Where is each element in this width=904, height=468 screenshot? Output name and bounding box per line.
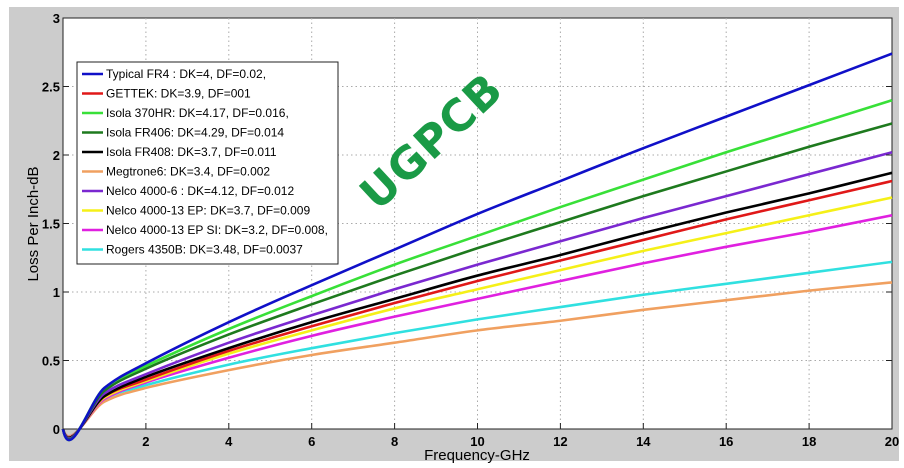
x-tick-label: 6 [308,434,315,449]
legend-entry: Isola 370HR: DK=4.17, DF=0.016, [106,106,289,120]
y-tick-label: 3 [53,11,60,26]
series-line [61,171,893,439]
y-tick-label: 1.5 [42,217,60,232]
series-line [61,151,893,440]
x-tick-label: 12 [553,434,567,449]
x-tick-label: 20 [885,434,899,449]
x-tick-label: 18 [802,434,816,449]
legend-entry: Nelco 4000-13 EP: DK=3.7, DF=0.009 [106,204,310,218]
legend-entry: Megtrone6: DK=3.4, DF=0.002 [106,165,270,179]
series-line [61,281,893,438]
series-line [61,260,893,439]
x-tick-label: 16 [719,434,733,449]
legend: Typical FR4 : DK=4, DF=0.02, GETTEK: DK=3… [76,61,339,265]
y-tick-label: 2 [53,148,60,163]
y-tick-label: 0.5 [42,354,60,369]
axes: 2 4 6 8 10 12 14 16 18 20 0 0.5 1 1.5 2 2.5 3 [42,11,899,449]
x-axis-label: Frequency-GHz [424,447,530,464]
series-line [61,52,893,442]
y-tick-label: 2.5 [42,80,60,95]
x-tick-label: 10 [470,434,484,449]
series-line [61,179,893,439]
legend-entry: Typical FR4 : DK=4, DF=0.02, [106,67,266,81]
x-tick-label: 2 [142,434,149,449]
legend-entry: Nelco 4000-13 EP SI: DK=3.2, DF=0.008, [106,223,328,237]
legend-entry: Isola FR408: DK=3.7, DF=0.011 [106,145,277,159]
legend-entry: Nelco 4000-6 : DK=4.12, DF=0.012 [106,184,294,198]
y-axis-label: Loss Per Inch-dB [25,166,42,281]
legend-entry: Rogers 4350B: DK=3.48, DF=0.0037 [106,243,303,257]
x-tick-label: 8 [391,434,398,449]
series-line [61,98,893,441]
data-series [61,52,893,442]
legend-entry: Isola FR406: DK=4.29, DF=0.014 [106,126,284,140]
x-tick-label: 14 [636,434,651,449]
legend-entry: GETTEK: DK=3.9, DF=001 [106,87,251,101]
x-tick-label: 4 [225,434,233,449]
y-tick-label: 0 [53,422,60,437]
y-tick-label: 1 [53,285,60,300]
series-line [61,122,893,441]
